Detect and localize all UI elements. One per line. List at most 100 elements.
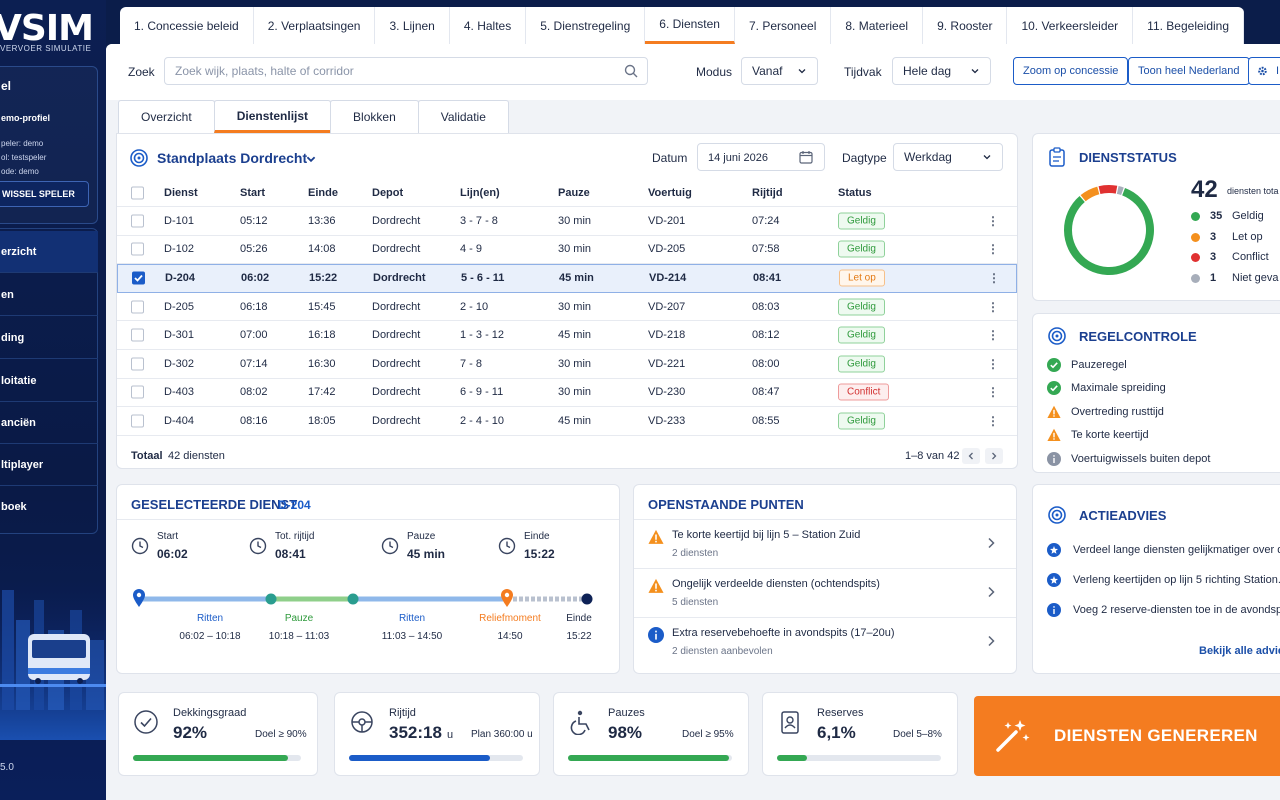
table-row[interactable]: D-204 06:02 15:22 Dordrecht 5 - 6 - 11 45 min… [117,264,1017,293]
zoom-concessie-button[interactable]: Zoom op concessie [1013,57,1129,85]
date-input[interactable]: 14 juni 2026 [697,143,825,171]
profile-title: el [1,79,12,93]
status-badge: Geldig [838,326,885,344]
row-menu-icon[interactable]: ⋮ [987,242,999,257]
table-row[interactable]: D-205 06:18 15:45 Dordrecht 2 - 10 30 min VD-2… [117,293,1017,322]
tab-blokken[interactable]: Blokken [330,100,419,133]
sidebar-item-2[interactable]: en [0,274,98,316]
col-start[interactable]: Start [240,187,266,199]
col-depot[interactable]: Depot [372,187,404,199]
open-point-item[interactable]: Extra reservebehoefte in avondspits (17–… [634,619,1016,667]
table-row[interactable]: D-403 08:02 17:42 Dordrecht 6 - 9 - 11 30 min… [117,379,1017,408]
table-row[interactable]: D-404 08:16 18:05 Dordrecht 2 - 4 - 10 45 min… [117,407,1017,436]
depot-title[interactable]: Standplaats Dordrecht [157,150,308,166]
prev-page-button[interactable] [962,448,980,464]
col-pauze[interactable]: Pauze [558,187,590,199]
dagtype-select[interactable]: Werkdag [893,143,1003,171]
col-rijtijd[interactable]: Rijtijd [752,187,783,199]
cell-einde: 13:36 [308,214,336,227]
advice-item[interactable]: Verleng keertijden op lijn 5 richting St… [1047,573,1280,587]
row-menu-icon[interactable]: ⋮ [987,213,999,228]
select-all-checkbox[interactable] [131,186,144,200]
cell-depot: Dordrecht [373,272,426,285]
switch-player-button[interactable]: WISSEL SPELER [0,181,89,207]
tab-overzicht[interactable]: Overzicht [118,100,215,133]
row-checkbox[interactable] [132,271,145,285]
timeline-label: Einde [566,613,592,624]
col-voertuig[interactable]: Voertuig [648,187,692,199]
search-label: Zoek [128,65,155,79]
col-status[interactable]: Status [838,187,872,199]
sidebar-item-3[interactable]: ding [0,317,98,359]
open-point-item[interactable]: Ongelijk verdeelde diensten (ochtendspit… [634,570,1016,618]
row-checkbox[interactable] [131,385,144,399]
row-checkbox[interactable] [131,357,144,371]
row-menu-icon[interactable]: ⋮ [988,271,1000,286]
tab-personeel[interactable]: 7. Personeel [735,7,832,44]
col-dienst[interactable]: Dienst [164,187,198,199]
duty-list-panel: Standplaats Dordrecht Datum 14 juni 2026… [116,133,1018,469]
row-checkbox[interactable] [131,300,144,314]
row-menu-icon[interactable]: ⋮ [987,385,999,400]
metric-label: Einde [524,531,550,542]
open-point-item[interactable]: Te korte keertijd bij lijn 5 – Station Z… [634,521,1016,569]
next-page-button[interactable] [985,448,1003,464]
donut-slice-conflict [1098,185,1118,195]
col-einde[interactable]: Einde [308,187,338,199]
cell-lijnen: 5 - 6 - 11 [461,272,505,285]
modus-select[interactable]: Vanaf [741,57,818,85]
rule-label: Maximale spreiding [1071,382,1166,394]
cell-voertuig: VD-221 [648,357,686,370]
col-lijnen[interactable]: Lijn(en) [460,187,500,199]
sidebar-item-overzicht[interactable]: erzicht [0,231,98,273]
chevron-down-icon[interactable] [305,153,317,165]
tab-diensten[interactable]: 6. Diensten [645,7,735,44]
table-row[interactable]: D-102 05:26 14:08 Dordrecht 4 - 9 30 min VD-20… [117,236,1017,265]
tab-validatie[interactable]: Validatie [417,100,509,133]
table-row[interactable]: D-301 07:00 16:18 Dordrecht 1 - 3 - 12 45 min… [117,321,1017,350]
sidebar-item-multiplayer[interactable]: ltiplayer [0,444,98,486]
tab-rooster[interactable]: 9. Rooster [923,7,1008,44]
cell-rijtijd: 07:24 [752,214,780,227]
cell-lijnen: 7 - 8 [460,357,483,370]
tab-verkeersleider[interactable]: 10. Verkeersleider [1007,7,1134,44]
show-netherlands-button[interactable]: Toon heel Nederland [1128,57,1250,85]
advice-item[interactable]: Verdeel lange diensten gelijkmatiger ove… [1047,543,1280,557]
table-row[interactable]: D-101 05:12 13:36 Dordrecht 3 - 7 - 8 30 min V… [117,207,1017,236]
row-menu-icon[interactable]: ⋮ [987,356,999,371]
table-row[interactable]: D-302 07:14 16:30 Dordrecht 7 - 8 30 min VD-22… [117,350,1017,379]
tab-haltes[interactable]: 4. Haltes [450,7,527,44]
settings-button[interactable]: I [1248,57,1280,85]
calendar-icon[interactable] [799,150,813,164]
row-checkbox[interactable] [131,214,144,228]
tab-dienstenlijst[interactable]: Dienstenlijst [213,100,332,133]
tab-verplaatsingen[interactable]: 2. Verplaatsingen [254,7,376,44]
view-all-advice-link[interactable]: Bekijk alle advie [1199,645,1280,657]
advice-item[interactable]: Voeg 2 reserve-diensten toe in de avonds… [1047,603,1280,617]
chevron-right-icon[interactable] [986,537,996,549]
status-badge: Conflict [838,383,890,401]
sidebar-item-logboek[interactable]: boek [1,501,27,513]
start-pin-icon [133,589,145,607]
row-checkbox[interactable] [131,328,144,342]
tijdvak-select[interactable]: Hele dag [892,57,991,85]
row-menu-icon[interactable]: ⋮ [987,299,999,314]
tab-begeleiding[interactable]: 11. Begeleiding [1133,7,1245,44]
timeline-node [265,593,277,605]
tab-concessie-beleid[interactable]: 1. Concessie beleid [120,7,254,44]
sidebar-item-financien[interactable]: anciën [0,402,98,444]
tab-dienstregeling[interactable]: 5. Dienstregeling [526,7,646,44]
generate-duties-button[interactable]: DIENSTEN GENEREREN [974,696,1280,776]
row-checkbox[interactable] [131,414,144,428]
row-menu-icon[interactable]: ⋮ [987,328,999,343]
chevron-right-icon[interactable] [986,635,996,647]
search-icon[interactable] [624,64,638,78]
row-menu-icon[interactable]: ⋮ [987,413,999,428]
chevron-right-icon[interactable] [986,586,996,598]
tab-lijnen[interactable]: 3. Lijnen [375,7,450,44]
tab-materieel[interactable]: 8. Materieel [831,7,924,44]
search-input[interactable] [164,57,648,85]
row-checkbox[interactable] [131,242,144,256]
sidebar-item-exploitatie[interactable]: loitatie [0,360,98,402]
status-badge: Geldig [838,412,885,430]
